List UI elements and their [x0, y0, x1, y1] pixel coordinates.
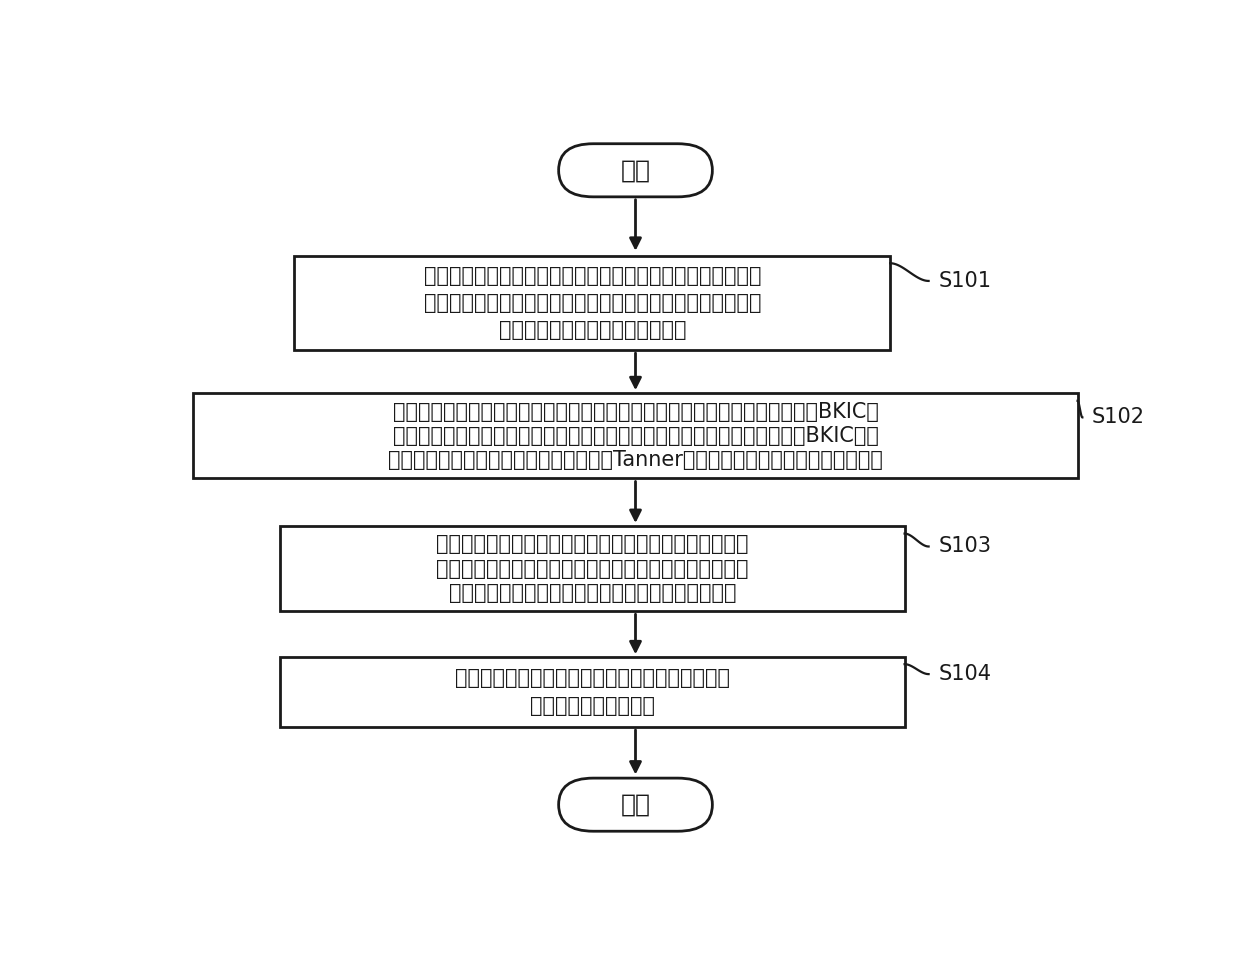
FancyBboxPatch shape	[558, 778, 712, 832]
Text: 信号进行差分信号处理以获得参考认证信号，并计算目标: 信号进行差分信号处理以获得参考认证信号，并计算目标	[436, 559, 749, 579]
Text: 顺序地对频率选择性衰落信道的每个路径中的载体信号进行盲已知干扰消除（BKIC）: 顺序地对频率选择性衰落信道的每个路径中的载体信号进行盲已知干扰消除（BKIC）	[393, 401, 878, 422]
FancyBboxPatch shape	[558, 144, 712, 196]
Text: 将检验统计量与规定阈值进行比较，从而确定载体: 将检验统计量与规定阈值进行比较，从而确定载体	[455, 668, 730, 688]
Text: 处理得到目标信号，对目标信号进行差分信号处理以获得目标认证信号，在BKIC处理: 处理得到目标信号，对目标信号进行差分信号处理以获得目标认证信号，在BKIC处理	[393, 426, 878, 445]
FancyBboxPatch shape	[280, 526, 905, 611]
Text: S101: S101	[939, 271, 991, 291]
Text: 频信号和信息信号，认证信号叠加到导频信号，无线信道是具: 频信号和信息信号，认证信号叠加到导频信号，无线信道是具	[424, 293, 761, 313]
Text: 认证信号和参考认证信号的相关性，得到检验统计量: 认证信号和参考认证信号的相关性，得到检验统计量	[449, 582, 737, 603]
Text: 中，利用目标信号的先验概率密度函数和Tanner图，通过置信传递技术消除导频信号: 中，利用目标信号的先验概率密度函数和Tanner图，通过置信传递技术消除导频信号	[388, 450, 883, 470]
FancyBboxPatch shape	[294, 256, 890, 351]
FancyBboxPatch shape	[193, 394, 1078, 478]
Text: 开始: 开始	[620, 158, 651, 182]
Text: 有多个路径的频率选择性衰落信道: 有多个路径的频率选择性衰落信道	[498, 320, 686, 340]
Text: S102: S102	[1092, 407, 1145, 427]
Text: 结束: 结束	[620, 792, 651, 816]
FancyBboxPatch shape	[280, 657, 905, 727]
Text: 在接收端中，基于密钥和导频信号获得参考信号，对参考: 在接收端中，基于密钥和导频信号获得参考信号，对参考	[436, 535, 749, 555]
Text: S103: S103	[939, 536, 991, 557]
Text: S104: S104	[939, 664, 991, 684]
Text: 信号是否能够通过认证: 信号是否能够通过认证	[529, 696, 655, 716]
Text: 发射端向无线信道发射载体信号，载体信号包括认证信号、导: 发射端向无线信道发射载体信号，载体信号包括认证信号、导	[424, 266, 761, 286]
